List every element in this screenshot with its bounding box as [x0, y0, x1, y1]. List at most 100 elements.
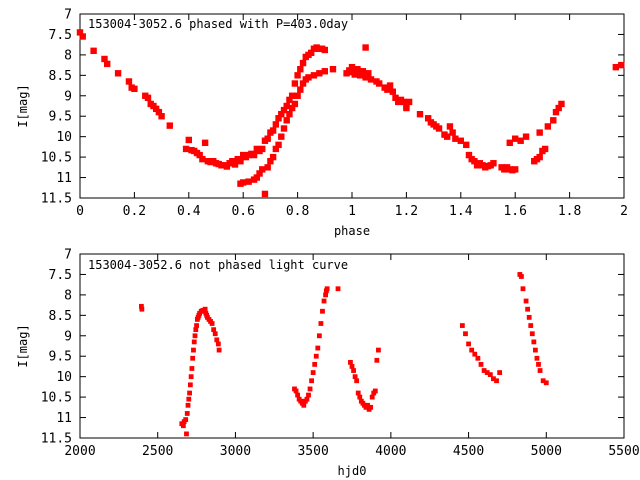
- data-point: [158, 113, 165, 120]
- y-tick-label: 9.5: [49, 110, 72, 125]
- data-point: [187, 390, 192, 396]
- data-point: [472, 351, 478, 357]
- data-point: [309, 378, 314, 384]
- data-point: [313, 353, 319, 359]
- x-axis-label: hjd0: [338, 464, 367, 478]
- data-point: [190, 355, 196, 361]
- y-tick-label: 8.5: [49, 309, 72, 324]
- data-point: [478, 362, 484, 367]
- data-point: [189, 366, 195, 371]
- data-point: [201, 139, 209, 146]
- data-point: [299, 80, 307, 87]
- data-point: [211, 327, 217, 333]
- tick-marks: [79, 253, 625, 439]
- data-point: [526, 314, 532, 320]
- x-tick-label: 0.2: [123, 204, 146, 219]
- x-tick-label: 1.4: [449, 204, 473, 219]
- data-point: [275, 141, 282, 149]
- data-point: [199, 155, 206, 163]
- data-point: [506, 139, 513, 146]
- data-point: [550, 117, 557, 124]
- y-tick-label: 10.5: [41, 151, 72, 166]
- data-point: [90, 47, 97, 54]
- data-point: [497, 370, 503, 375]
- y-tick-label: 8: [64, 48, 72, 63]
- data-point: [101, 55, 108, 63]
- data-point: [183, 417, 189, 422]
- data-point: [469, 347, 475, 353]
- data-point: [321, 68, 328, 75]
- data-point: [214, 337, 220, 343]
- data-point: [372, 388, 378, 394]
- y-tick-label: 7.5: [49, 268, 72, 283]
- data-point: [278, 110, 285, 118]
- y-tick-label: 11.5: [41, 432, 72, 447]
- data-point: [365, 402, 370, 408]
- data-point: [104, 60, 111, 68]
- y-tick-label: 8.5: [49, 69, 72, 84]
- data-point: [376, 347, 381, 353]
- data-point: [194, 323, 199, 328]
- data-point: [182, 145, 190, 153]
- data-point: [324, 286, 330, 292]
- data-point: [144, 94, 152, 102]
- x-tick-label: 1.6: [503, 204, 526, 219]
- data-point: [475, 355, 481, 361]
- x-tick-label: 0.4: [177, 204, 201, 219]
- data-point: [490, 160, 497, 167]
- data-point: [76, 29, 84, 36]
- data-point: [318, 321, 324, 326]
- data-point: [389, 88, 396, 95]
- data-point: [191, 339, 197, 345]
- data-point: [459, 323, 465, 328]
- data-point: [294, 92, 301, 99]
- y-tick-label: 11: [56, 411, 72, 426]
- data-point: [188, 374, 194, 380]
- data-point: [384, 86, 391, 93]
- x-tick-label: 0.6: [231, 204, 254, 219]
- data-point: [348, 63, 356, 71]
- data-point: [537, 368, 543, 373]
- data-point: [349, 364, 355, 369]
- data-point: [481, 368, 487, 373]
- data-point: [209, 321, 215, 326]
- data-point: [463, 141, 470, 149]
- y-tick-label: 7: [64, 248, 72, 263]
- data-point: [528, 323, 534, 328]
- data-point: [304, 396, 310, 402]
- data-point: [286, 96, 293, 104]
- data-point: [316, 70, 323, 77]
- data-point: [250, 151, 258, 159]
- data-point: [368, 404, 374, 410]
- data-point: [354, 378, 360, 384]
- data-point: [216, 347, 222, 353]
- x-tick-label: 2000: [64, 444, 95, 459]
- data-point: [166, 122, 173, 129]
- data-point: [184, 411, 190, 416]
- data-point: [534, 355, 540, 361]
- data-point: [307, 386, 313, 392]
- x-tick-label: 5500: [608, 444, 639, 459]
- data-point: [369, 394, 375, 400]
- tick-marks: [79, 13, 625, 199]
- data-point: [376, 80, 383, 87]
- data-point: [125, 78, 133, 85]
- data-point: [267, 158, 274, 165]
- data-point: [457, 137, 464, 144]
- data-point: [352, 374, 358, 380]
- data-point: [321, 298, 327, 304]
- y-tick-label: 10: [56, 130, 72, 145]
- data-point: [315, 345, 321, 351]
- y-axis-label: I[mag]: [16, 84, 30, 127]
- data-point: [323, 292, 328, 298]
- data-point: [288, 104, 296, 112]
- data-point: [269, 153, 277, 161]
- y-tick-label: 11: [56, 171, 72, 186]
- plot-frame: [79, 13, 625, 199]
- data-point: [280, 125, 288, 132]
- y-tick-label: 7.5: [49, 28, 72, 43]
- data-point: [329, 66, 337, 73]
- data-point: [280, 106, 288, 114]
- data-point: [392, 94, 399, 102]
